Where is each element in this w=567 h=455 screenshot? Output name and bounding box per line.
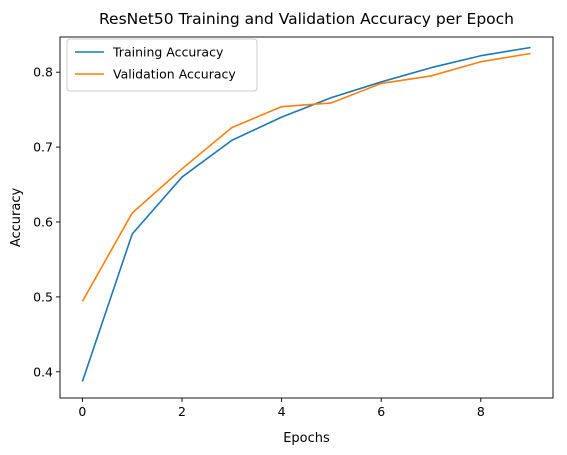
y-tick-label: 0.5 (33, 289, 53, 304)
x-tick-label: 2 (178, 404, 186, 419)
legend-label-validation-accuracy: Validation Accuracy (113, 67, 236, 82)
x-tick-label: 0 (78, 404, 86, 419)
y-tick-label: 0.7 (33, 140, 53, 155)
x-tick-label: 6 (377, 404, 385, 419)
y-axis-ticks: 0.4 0.5 0.6 0.7 0.8 (33, 65, 60, 379)
legend-box (66, 38, 258, 92)
y-tick-label: 0.4 (33, 364, 53, 379)
x-axis-label: Epochs (283, 431, 330, 446)
plot-frame (59, 36, 554, 399)
chart-title: ResNet50 Training and Validation Accurac… (99, 10, 514, 28)
y-tick-label: 0.8 (33, 65, 53, 80)
series-line-training-accuracy (81, 46, 531, 382)
plot-area (59, 36, 554, 399)
x-tick-label: 8 (477, 404, 485, 419)
legend-label-training-accuracy: Training Accuracy (112, 45, 224, 60)
y-axis-label: Accuracy (9, 188, 24, 248)
x-tick-label: 4 (278, 404, 286, 419)
x-axis-ticks: 0 2 4 6 8 (78, 398, 485, 419)
y-tick-label: 0.6 (33, 214, 53, 229)
series-line-validation-accuracy (81, 52, 531, 302)
legend: Training Accuracy Validation Accuracy (66, 38, 258, 92)
